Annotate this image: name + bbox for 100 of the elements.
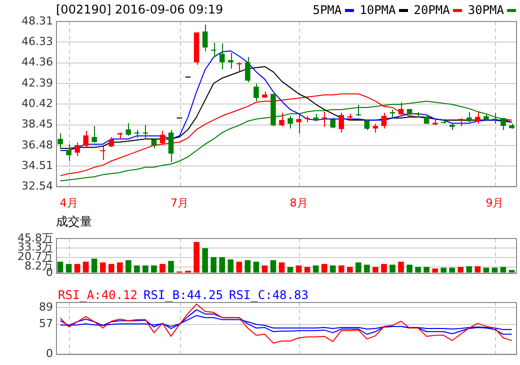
legend-label: 30PMA — [468, 3, 504, 17]
candlestick — [108, 136, 114, 148]
candlestick — [168, 130, 174, 163]
bar — [346, 266, 353, 272]
bar — [236, 262, 242, 272]
bar — [338, 265, 344, 272]
x-tick-label: 9月 — [486, 196, 504, 210]
candlestick — [296, 114, 302, 134]
legend-label: 5PMA — [312, 3, 342, 17]
bar — [492, 268, 498, 272]
bar — [116, 262, 123, 272]
bar — [253, 262, 260, 272]
bar — [398, 262, 404, 272]
bar — [415, 266, 421, 272]
candlestick — [279, 112, 284, 127]
bar — [474, 266, 481, 272]
candlestick — [126, 122, 132, 136]
bar — [82, 262, 89, 272]
bar — [74, 264, 80, 272]
candlestick — [381, 112, 387, 129]
bar — [160, 264, 166, 272]
bar — [228, 259, 234, 272]
series-label: RSI_A:40.12 — [58, 288, 138, 302]
bar — [330, 265, 336, 272]
series-label: RSI_C:48.83 — [228, 288, 308, 302]
bar — [168, 260, 174, 272]
candlestick — [210, 42, 216, 58]
bar — [312, 265, 319, 272]
candlestick — [236, 62, 242, 72]
bar — [151, 265, 157, 272]
bar — [287, 266, 294, 272]
candlestick — [100, 146, 106, 160]
y-tick-label: 44.36 — [22, 56, 53, 69]
bar — [194, 242, 200, 272]
x-tick-label: 7月 — [170, 196, 189, 210]
y-tick-label: 0 — [46, 346, 53, 360]
y-tick-label: 32.54 — [22, 180, 53, 193]
bar — [321, 264, 328, 272]
candlestick — [322, 111, 327, 128]
y-tick-label: 34.51 — [22, 158, 53, 172]
y-tick-label: 38.45 — [22, 118, 53, 131]
candlestick — [160, 130, 166, 145]
candlestick — [58, 132, 63, 149]
y-tick-label: 40.42 — [22, 97, 53, 110]
candlestick — [475, 110, 480, 124]
bar — [483, 268, 490, 272]
candlestick — [66, 144, 72, 162]
bar — [508, 270, 515, 272]
chart-title: [002190] 2016-09-06 09:19 — [56, 2, 224, 16]
candlestick — [219, 42, 225, 70]
bar — [202, 248, 208, 272]
candlestick — [74, 142, 80, 157]
bar — [500, 266, 506, 272]
bar — [390, 264, 396, 272]
bar — [262, 265, 268, 272]
bar — [296, 265, 302, 272]
bar — [244, 260, 251, 272]
candlestick — [83, 130, 88, 148]
bar — [440, 268, 446, 272]
bar — [406, 264, 412, 272]
bar — [372, 266, 378, 272]
bar — [210, 257, 216, 272]
y-tick-label: 57 — [39, 317, 53, 330]
bar — [432, 268, 438, 272]
bar — [126, 260, 132, 272]
candlestick — [245, 56, 250, 83]
bar — [364, 264, 370, 272]
bar — [304, 266, 310, 272]
series-label: RSI_B:44.25 — [143, 288, 223, 302]
candlestick — [500, 118, 506, 131]
bar — [424, 266, 430, 272]
candlestick — [338, 112, 344, 134]
bar — [356, 262, 362, 272]
bar — [466, 266, 472, 272]
bar — [458, 266, 464, 272]
candlestick — [356, 104, 362, 116]
y-tick-label: 36.48 — [22, 138, 53, 152]
y-tick-label: 46.33 — [22, 35, 53, 48]
candlestick — [330, 116, 336, 129]
bar — [66, 264, 72, 272]
candlestick — [202, 24, 208, 52]
bar — [219, 257, 226, 272]
candlestick — [398, 102, 404, 116]
bar — [108, 264, 114, 272]
candlestick — [458, 118, 464, 127]
bar — [278, 262, 285, 272]
candlestick — [364, 118, 370, 131]
candlestick — [142, 124, 148, 140]
candlestick — [254, 82, 259, 102]
candlestick — [228, 52, 234, 70]
bar — [91, 258, 98, 272]
bar — [142, 265, 148, 272]
candlestick — [92, 125, 97, 144]
y-tick-label: 89 — [39, 300, 53, 314]
candlestick — [151, 138, 157, 149]
candlestick — [288, 115, 293, 129]
chart-title: 成交量 — [56, 214, 92, 228]
x-tick-label: 8月 — [290, 196, 308, 210]
bar — [449, 268, 456, 272]
bar — [100, 262, 106, 272]
